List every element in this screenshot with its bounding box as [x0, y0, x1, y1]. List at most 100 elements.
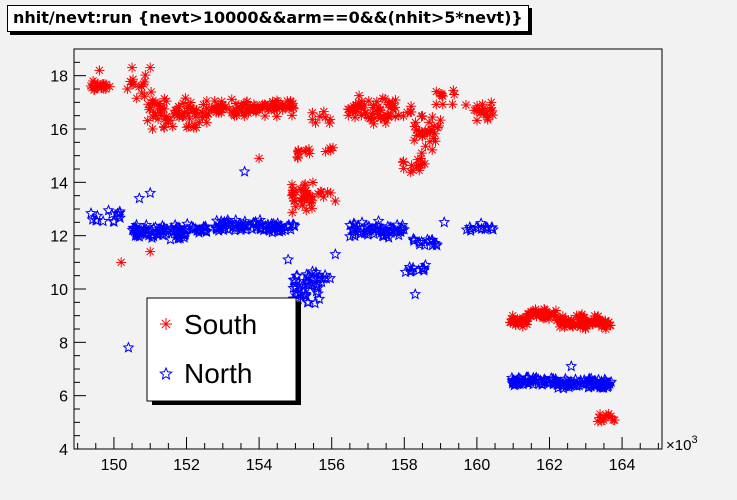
north-point	[144, 186, 157, 199]
north-point	[565, 360, 578, 372]
south-point	[139, 91, 150, 102]
south-point	[380, 117, 391, 128]
south-point	[148, 107, 159, 118]
north-point	[287, 218, 300, 230]
south-point	[566, 314, 577, 325]
south-point	[559, 322, 570, 333]
south-point	[142, 115, 153, 126]
south-point	[383, 97, 394, 108]
south-point	[571, 310, 582, 321]
north-point	[218, 215, 231, 228]
south-point	[387, 98, 398, 109]
south-point	[318, 106, 329, 117]
south-point	[145, 62, 156, 73]
north-point	[211, 223, 224, 235]
south-point	[159, 104, 170, 115]
south-point	[183, 108, 194, 119]
south-point	[448, 85, 459, 96]
north-point	[356, 216, 369, 228]
south-point	[486, 97, 497, 108]
x-exponent-label: ×103	[666, 434, 698, 454]
x-tick-label: 164	[609, 457, 636, 474]
north-point	[428, 236, 441, 249]
south-point	[368, 118, 379, 129]
south-point	[297, 200, 308, 211]
south-point	[367, 108, 378, 119]
south-point	[565, 317, 576, 328]
north-point	[287, 273, 300, 286]
north-point	[112, 209, 125, 221]
north-point	[551, 376, 564, 388]
north-point	[364, 224, 377, 236]
north-point	[564, 376, 577, 388]
y-tick-label: 6	[59, 389, 68, 406]
south-point	[411, 130, 422, 141]
south-point	[324, 118, 335, 129]
south-point	[122, 83, 133, 94]
south-point	[146, 86, 157, 97]
north-point	[486, 223, 499, 235]
south-point	[482, 114, 493, 125]
south-point	[424, 136, 435, 147]
south-point	[148, 111, 159, 122]
south-series	[85, 62, 620, 427]
x-axis: 150 152 154 156 158 160 162 164	[77, 437, 659, 474]
north-point	[172, 221, 185, 233]
south-point	[375, 105, 386, 116]
south-point	[239, 111, 250, 122]
north-point	[580, 377, 593, 389]
south-point	[356, 110, 367, 121]
north-point	[329, 248, 342, 260]
north-point	[438, 215, 451, 228]
legend-north-star	[159, 366, 173, 380]
south-point	[231, 105, 242, 116]
south-point	[328, 142, 339, 153]
north-point	[107, 214, 120, 227]
north-point	[464, 222, 477, 235]
south-point	[576, 309, 587, 320]
south-point	[573, 316, 584, 327]
south-point	[477, 99, 488, 110]
south-point	[343, 110, 354, 121]
south-point	[580, 324, 591, 335]
north-point	[257, 223, 270, 236]
north-point	[111, 207, 124, 219]
south-point	[243, 108, 254, 119]
south-point	[288, 103, 299, 114]
south-point	[292, 152, 303, 163]
south-point	[197, 112, 208, 123]
south-point	[116, 257, 127, 268]
north-point	[291, 292, 304, 304]
south-point	[203, 109, 214, 120]
south-point	[147, 95, 158, 106]
north-point	[130, 218, 143, 231]
north-point	[313, 271, 326, 283]
south-point	[131, 93, 142, 104]
north-series	[85, 165, 618, 394]
y-tick-label: 16	[50, 122, 68, 139]
y-tick-label: 14	[50, 175, 68, 192]
south-point	[183, 121, 194, 132]
north-point	[535, 375, 548, 388]
south-point	[230, 98, 241, 109]
south-point	[286, 110, 297, 121]
south-point	[569, 319, 580, 330]
south-point	[363, 112, 374, 123]
south-point	[414, 165, 425, 176]
south-point	[216, 96, 227, 107]
north-point	[266, 222, 279, 235]
south-point	[406, 101, 417, 112]
north-point	[199, 220, 212, 232]
y-axis: 4 6 8 10 12 14 16 18	[50, 48, 86, 459]
south-point	[431, 86, 442, 97]
south-point	[93, 81, 104, 92]
south-point	[420, 126, 431, 137]
south-point	[387, 104, 398, 115]
south-point	[365, 113, 376, 124]
south-point	[424, 117, 435, 128]
north-point	[302, 275, 315, 287]
south-point	[531, 311, 542, 322]
north-point	[575, 377, 588, 389]
south-point	[140, 70, 151, 81]
south-point	[420, 141, 431, 152]
